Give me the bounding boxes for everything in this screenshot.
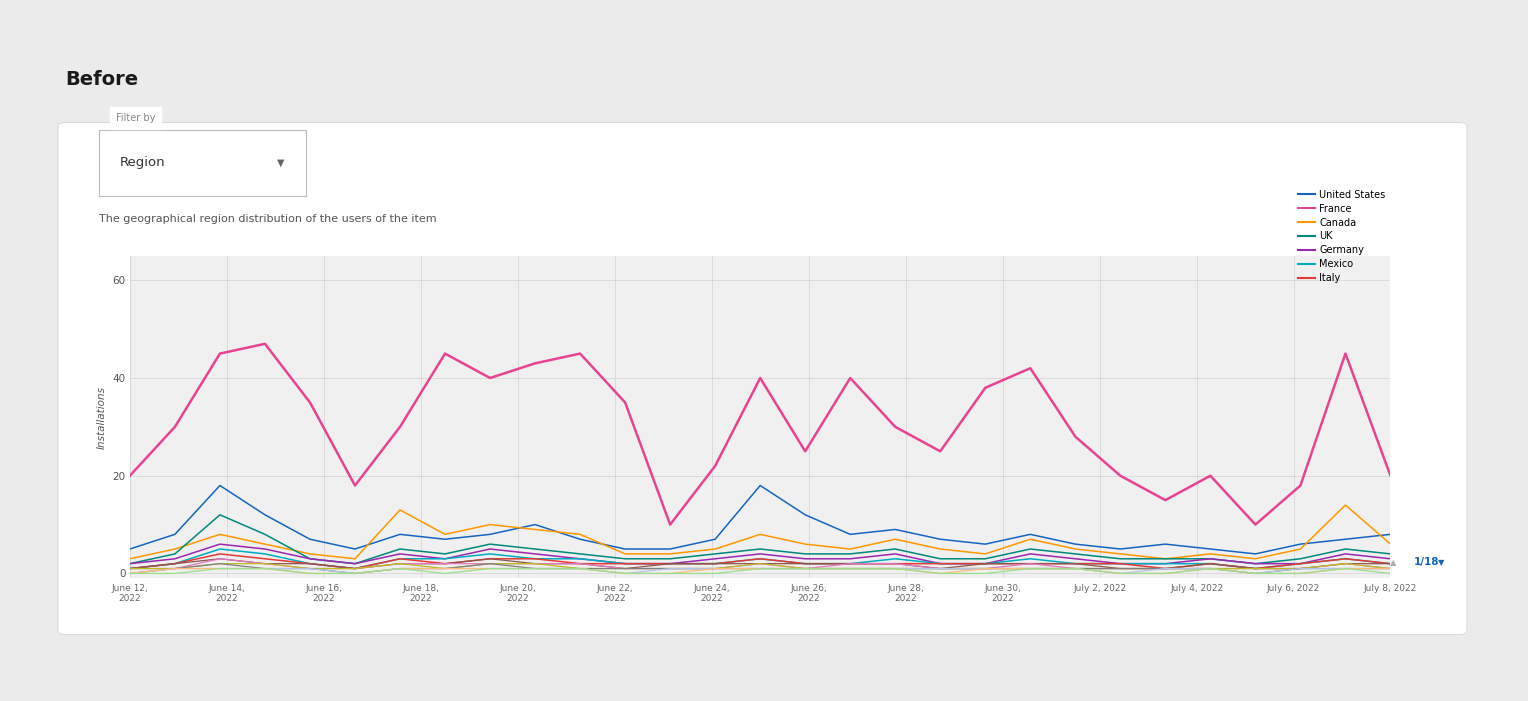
Y-axis label: Installations: Installations: [98, 386, 107, 449]
Text: ▼: ▼: [1438, 558, 1444, 566]
Text: ▲: ▲: [1390, 558, 1397, 566]
Text: The geographical region distribution of the users of the item: The geographical region distribution of …: [99, 214, 437, 224]
Text: ▼: ▼: [277, 158, 284, 168]
Text: Region: Region: [121, 156, 165, 170]
Text: Filter by: Filter by: [116, 113, 156, 123]
Legend: United States, France, Canada, UK, Germany, Mexico, Italy: United States, France, Canada, UK, Germa…: [1297, 190, 1386, 283]
Text: Before: Before: [66, 70, 139, 89]
Text: 1/18: 1/18: [1413, 557, 1439, 567]
